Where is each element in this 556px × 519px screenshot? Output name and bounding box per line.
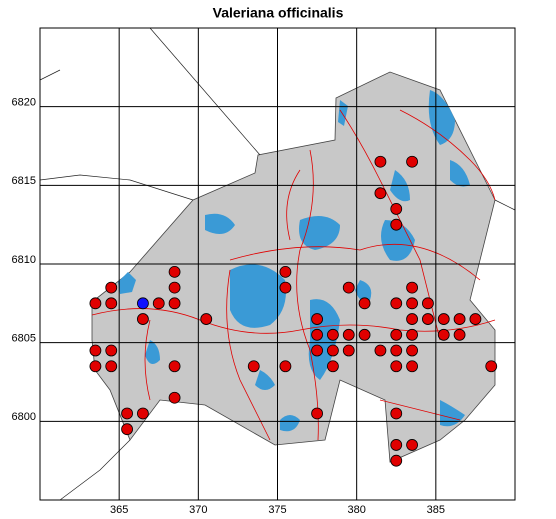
record-point	[327, 344, 339, 357]
record-point	[453, 313, 466, 325]
record-point	[168, 281, 181, 294]
record-point	[311, 344, 323, 357]
record-point	[121, 407, 133, 420]
record-point	[374, 344, 387, 357]
record-point	[406, 344, 418, 357]
record-point	[105, 281, 118, 294]
record-point	[390, 360, 403, 373]
record-point	[89, 297, 102, 310]
record-point	[247, 360, 260, 373]
y-tick-label: 6820	[12, 97, 36, 109]
map-title: Valeriana officinalis	[213, 5, 344, 21]
record-point	[374, 187, 387, 200]
record-point	[311, 328, 323, 341]
record-point	[390, 297, 403, 310]
record-point	[105, 297, 118, 310]
record-point	[279, 265, 292, 278]
record-point	[279, 360, 292, 373]
record-point	[137, 407, 149, 420]
record-point	[485, 360, 498, 373]
record-point	[469, 313, 482, 325]
record-point	[437, 313, 450, 325]
x-tick-label: 375	[268, 504, 286, 516]
record-point	[374, 155, 387, 168]
record-point	[406, 439, 418, 451]
x-tick-label: 385	[427, 504, 445, 516]
record-point	[390, 407, 403, 420]
y-tick-label: 6800	[12, 411, 36, 423]
record-point	[168, 391, 181, 404]
record-point	[152, 297, 165, 310]
x-tick-label: 370	[189, 504, 207, 516]
record-point	[453, 328, 466, 341]
record-point	[342, 281, 355, 294]
x-tick-label: 365	[110, 504, 128, 516]
y-tick-label: 6805	[12, 333, 36, 345]
record-point	[358, 328, 371, 341]
record-point	[406, 155, 418, 168]
record-point	[406, 328, 418, 341]
record-point	[406, 313, 418, 325]
record-point	[342, 328, 355, 341]
x-tick-label: 380	[347, 504, 365, 516]
record-point	[327, 360, 339, 373]
record-point	[342, 344, 355, 357]
record-point	[422, 297, 434, 310]
record-point	[390, 439, 403, 451]
record-point	[437, 328, 450, 341]
record-point	[327, 328, 339, 341]
record-point	[406, 281, 418, 294]
record-point	[168, 360, 181, 373]
y-tick-label: 6815	[12, 175, 36, 187]
record-point	[137, 313, 149, 325]
record-point	[89, 360, 102, 373]
record-point	[358, 297, 371, 310]
record-point	[390, 328, 403, 341]
record-point	[168, 265, 181, 278]
record-point	[390, 344, 403, 357]
record-point	[279, 281, 292, 294]
record-point	[406, 297, 418, 310]
record-point	[121, 423, 133, 436]
y-tick-label: 6810	[12, 254, 36, 266]
record-point	[390, 218, 403, 231]
record-point	[390, 203, 403, 215]
record-point	[105, 344, 118, 357]
record-point	[406, 360, 418, 373]
record-point	[105, 360, 118, 373]
record-point	[422, 313, 434, 325]
record-point	[89, 344, 102, 357]
record-point	[137, 297, 149, 310]
record-point	[200, 313, 213, 325]
record-point	[168, 297, 181, 310]
record-point	[390, 454, 403, 467]
record-point	[311, 407, 323, 420]
record-point	[311, 313, 323, 325]
